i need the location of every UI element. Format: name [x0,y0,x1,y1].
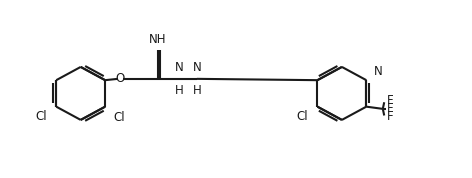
Text: H: H [175,84,184,97]
Text: Cl: Cl [296,110,308,123]
Text: F: F [387,94,393,107]
Text: NH: NH [149,33,167,46]
Text: N: N [193,61,201,74]
Text: Cl: Cl [114,111,125,124]
Text: N: N [175,61,184,74]
Text: F: F [387,102,393,115]
Text: N: N [373,65,382,78]
Text: H: H [193,84,201,97]
Text: F: F [387,110,393,123]
Text: O: O [116,72,125,85]
Text: Cl: Cl [35,110,47,123]
